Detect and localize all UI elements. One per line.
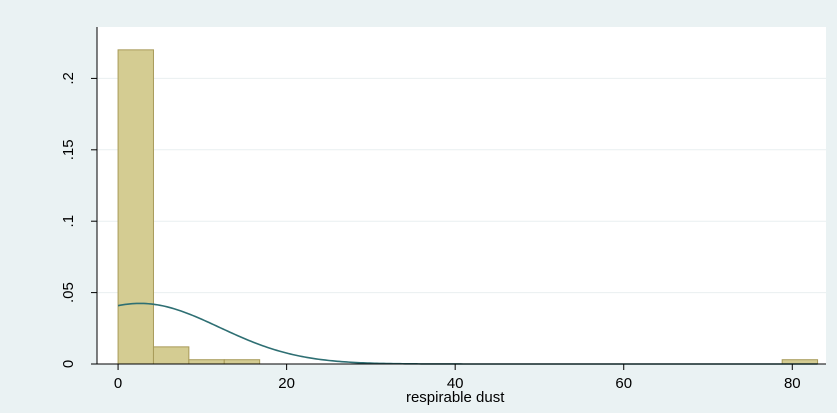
y-tick-label-2: .1 (60, 215, 77, 228)
x-axis-title: respirable dust (406, 389, 505, 406)
x-tick-label-4: 80 (784, 375, 801, 392)
x-axis-ticks: 0 20 40 60 80 (114, 364, 801, 392)
histogram-bar-0 (117, 49, 154, 365)
x-tick-label-2: 40 (447, 375, 464, 392)
histogram-bar-1 (152, 346, 190, 365)
x-tick-label-3: 60 (615, 375, 632, 392)
y-tick-label-1: .05 (60, 282, 77, 303)
y-axis-ticks: 0 .05 .1 .15 .2 (60, 72, 97, 368)
histogram-bar-2 (188, 359, 225, 365)
gridlines (97, 77, 826, 294)
plot-area (97, 27, 826, 364)
y-tick-label-4: .2 (60, 72, 77, 85)
histogram-bar-3 (223, 359, 261, 365)
y-tick-label-3: .15 (60, 139, 77, 160)
axes (96, 27, 826, 365)
x-tick-label-0: 0 (114, 375, 122, 392)
x-tick-label-1: 20 (278, 375, 295, 392)
y-tick-label-0: 0 (60, 360, 77, 368)
